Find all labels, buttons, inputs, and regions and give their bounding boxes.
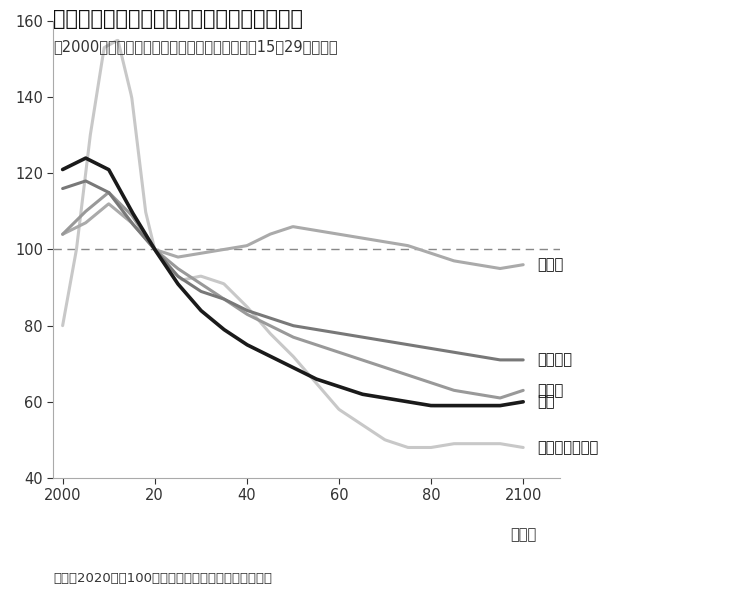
Text: 中国: 中国 xyxy=(537,394,554,409)
Text: インド: インド xyxy=(537,383,563,398)
Text: （2000年以降の移民の出身上位国とベトナムの15〜29歳人口）: （2000年以降の移民の出身上位国とベトナムの15〜29歳人口） xyxy=(54,39,338,54)
Text: 労働者供給大国は若年人口が減り始めている: 労働者供給大国は若年人口が減り始めている xyxy=(54,9,304,29)
Text: （注）2020年を100とした場合。国連データから作成: （注）2020年を100とした場合。国連データから作成 xyxy=(54,572,272,585)
Text: ロシア: ロシア xyxy=(537,257,563,272)
Text: （年）: （年） xyxy=(510,527,536,542)
Text: バングラデシュ: バングラデシュ xyxy=(537,440,598,455)
Text: ベトナム: ベトナム xyxy=(537,352,572,367)
